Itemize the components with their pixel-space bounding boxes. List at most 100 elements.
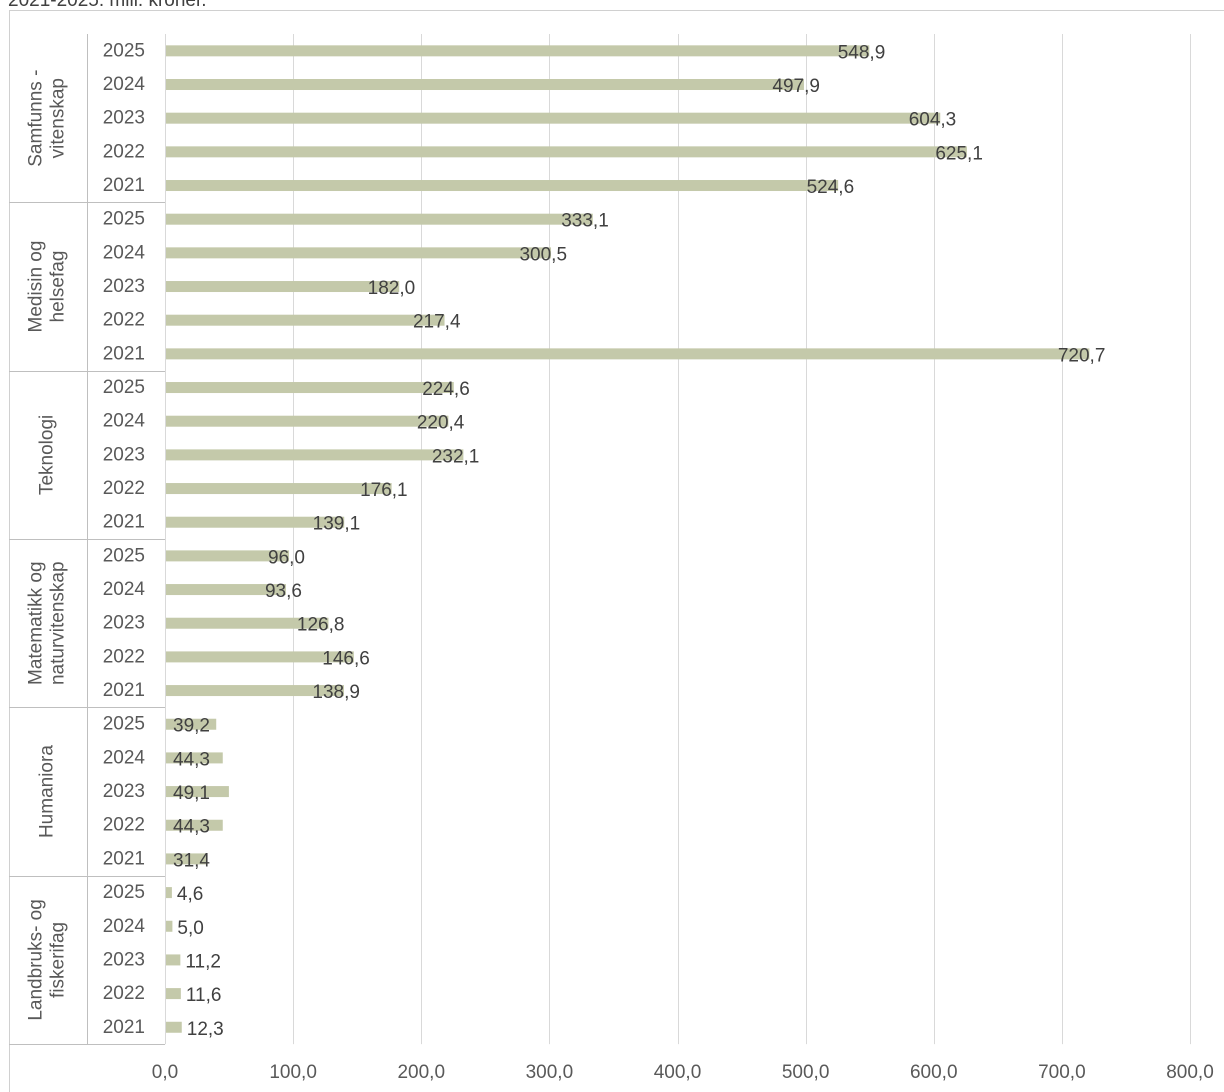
x-axis-ticks: 0,0 100,0 200,0 300,0 400,0 500,0 600,0 700,0 80… bbox=[152, 1062, 1214, 1083]
x-tick-label: 0,0 bbox=[152, 1062, 178, 1083]
bar bbox=[166, 180, 839, 192]
data-labels: 548,9 497,9 604,3 625,1 524,6 333,1 300,5 182,0… bbox=[173, 42, 1105, 1039]
year-label: 2022 bbox=[103, 815, 145, 836]
data-label: 49,1 bbox=[173, 783, 210, 804]
bar bbox=[166, 853, 207, 865]
group-label: naturvitenskap bbox=[48, 561, 69, 685]
bar bbox=[166, 685, 344, 697]
data-label: 44,3 bbox=[173, 817, 210, 838]
bar bbox=[166, 752, 223, 764]
chart-frame bbox=[9, 10, 1224, 1092]
bar bbox=[166, 213, 593, 225]
data-label: 604,3 bbox=[909, 110, 957, 131]
bar bbox=[166, 281, 400, 293]
year-label: 2021 bbox=[103, 512, 145, 533]
year-label: 2025 bbox=[103, 209, 145, 230]
data-label: 625,1 bbox=[935, 143, 983, 164]
group-label: Samfunns - bbox=[26, 70, 47, 167]
year-label: 2022 bbox=[103, 478, 145, 499]
bar bbox=[166, 550, 289, 562]
data-label: 548,9 bbox=[838, 42, 886, 63]
group-label: helsefag bbox=[48, 251, 69, 323]
bar bbox=[166, 920, 173, 932]
x-tick-label: 700,0 bbox=[1038, 1062, 1086, 1083]
bar bbox=[166, 146, 967, 158]
bar bbox=[166, 786, 229, 798]
year-label: 2021 bbox=[103, 848, 145, 869]
data-label: 224,6 bbox=[422, 379, 470, 400]
data-label: 182,0 bbox=[368, 278, 416, 299]
data-label: 497,9 bbox=[772, 76, 820, 97]
year-label: 2022 bbox=[103, 310, 145, 331]
data-label: 5,0 bbox=[177, 918, 203, 939]
data-label: 333,1 bbox=[561, 211, 609, 232]
category-axis: Samfunns - vitenskap 2025 2024 2023 2022 2021 M… bbox=[9, 34, 166, 1045]
data-label: 4,6 bbox=[177, 884, 203, 905]
bar bbox=[166, 45, 870, 57]
x-tick-label: 300,0 bbox=[526, 1062, 574, 1083]
x-tick-label: 600,0 bbox=[910, 1062, 958, 1083]
year-label: 2024 bbox=[103, 411, 146, 432]
bar bbox=[166, 314, 445, 326]
x-tick-label: 200,0 bbox=[397, 1062, 445, 1083]
x-tick-label: 800,0 bbox=[1166, 1062, 1214, 1083]
chart-caption: 2021-2025. mill. kroner. bbox=[8, 0, 207, 11]
bar bbox=[166, 1021, 182, 1033]
group-label: Matematikk og bbox=[26, 561, 47, 685]
data-label: 139,1 bbox=[313, 514, 361, 535]
bar bbox=[166, 112, 941, 124]
bar bbox=[166, 79, 804, 91]
group-label: Medisin og bbox=[26, 241, 47, 333]
data-label: 96,0 bbox=[268, 547, 305, 568]
data-label: 138,9 bbox=[312, 682, 360, 703]
year-label: 2021 bbox=[103, 343, 145, 364]
year-label: 2024 bbox=[103, 747, 146, 768]
year-label: 2022 bbox=[103, 646, 145, 667]
data-label: 31,4 bbox=[173, 850, 210, 871]
bar bbox=[166, 516, 345, 528]
bar bbox=[166, 988, 181, 1000]
year-label: 2024 bbox=[103, 579, 146, 600]
year-label: 2021 bbox=[103, 680, 145, 701]
data-label: 220,4 bbox=[417, 413, 465, 434]
data-label: 146,6 bbox=[322, 648, 370, 669]
group-label: Humaniora bbox=[37, 745, 58, 838]
year-label: 2023 bbox=[103, 108, 145, 129]
x-tick-label: 400,0 bbox=[654, 1062, 702, 1083]
bar bbox=[166, 819, 223, 831]
year-label: 2025 bbox=[103, 714, 145, 735]
year-label: 2023 bbox=[103, 276, 145, 297]
bar bbox=[166, 584, 286, 596]
data-label: 720,7 bbox=[1058, 345, 1106, 366]
year-label: 2021 bbox=[103, 1017, 145, 1038]
bar bbox=[166, 483, 392, 495]
year-label: 2025 bbox=[103, 377, 145, 398]
data-label: 93,6 bbox=[265, 581, 302, 602]
year-label: 2022 bbox=[103, 983, 145, 1004]
data-label: 300,5 bbox=[519, 244, 567, 265]
data-label: 232,1 bbox=[432, 446, 480, 467]
bar bbox=[166, 651, 354, 663]
data-label: 217,4 bbox=[413, 312, 461, 333]
bar bbox=[166, 718, 217, 730]
bar bbox=[166, 415, 449, 427]
data-label: 12,3 bbox=[187, 1019, 224, 1040]
data-label: 176,1 bbox=[360, 480, 408, 501]
year-label: 2023 bbox=[103, 949, 145, 970]
data-label: 44,3 bbox=[173, 749, 210, 770]
bars bbox=[166, 45, 1090, 1033]
group-label: Landbruks- og bbox=[26, 899, 47, 1020]
year-label: 2021 bbox=[103, 175, 145, 196]
data-label: 524,6 bbox=[807, 177, 855, 198]
data-label: 11,6 bbox=[186, 985, 222, 1006]
bar bbox=[166, 617, 329, 629]
bar bbox=[166, 449, 464, 461]
data-label: 39,2 bbox=[173, 716, 210, 737]
year-label: 2024 bbox=[103, 74, 146, 95]
gridlines bbox=[293, 34, 1191, 1045]
bar bbox=[166, 348, 1090, 360]
year-label: 2025 bbox=[103, 545, 145, 566]
bar bbox=[166, 887, 172, 899]
group-label: vitenskap bbox=[48, 78, 69, 158]
